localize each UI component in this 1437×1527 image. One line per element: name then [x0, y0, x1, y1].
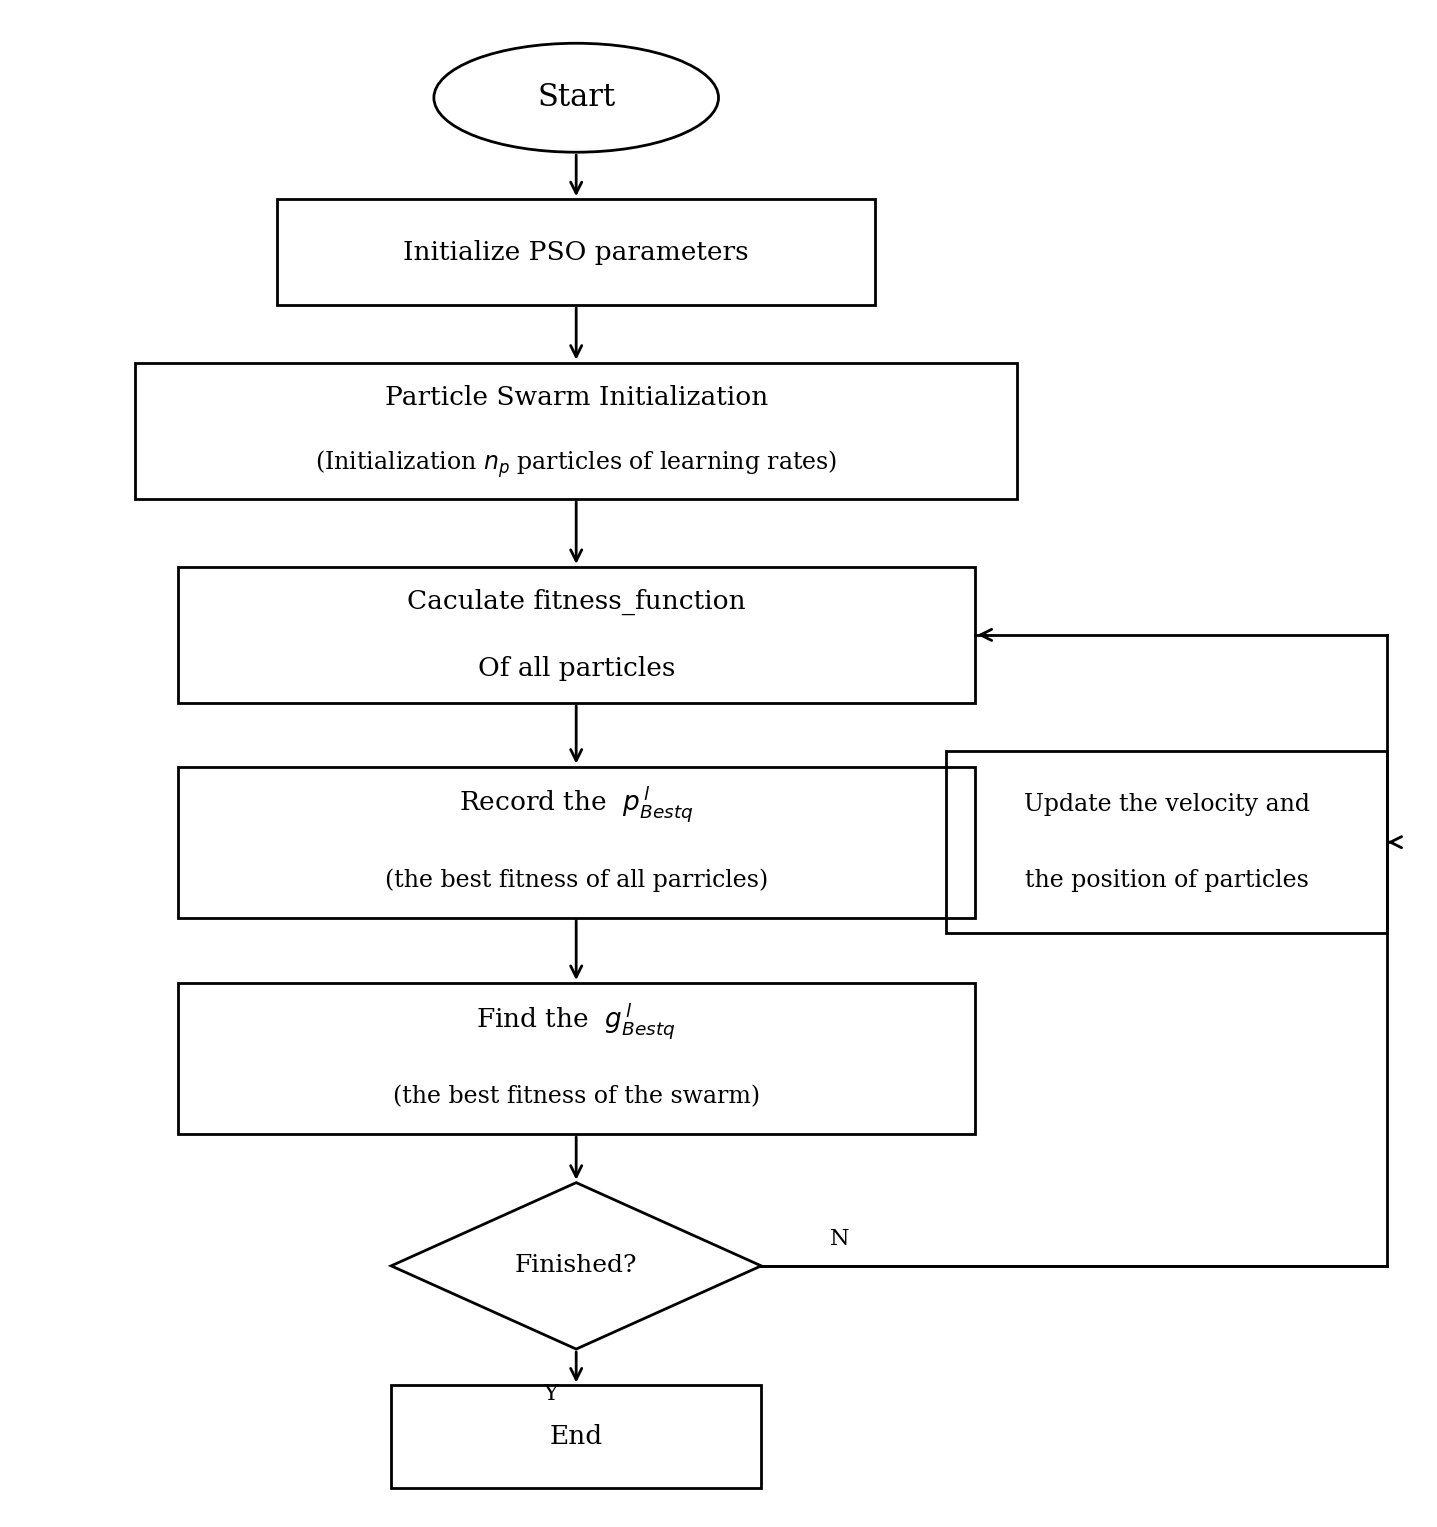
Text: Particle Swarm Initialization: Particle Swarm Initialization [385, 385, 767, 409]
Text: Update the velocity and: Update the velocity and [1023, 793, 1309, 815]
Text: N: N [829, 1228, 849, 1249]
Text: (the best fitness of all parricles): (the best fitness of all parricles) [385, 869, 767, 892]
Text: Of all particles: Of all particles [477, 655, 675, 681]
Text: (the best fitness of the swarm): (the best fitness of the swarm) [392, 1084, 760, 1109]
Text: Caculate fitness_function: Caculate fitness_function [407, 588, 746, 615]
Text: Y: Y [543, 1383, 558, 1405]
Text: the position of particles: the position of particles [1025, 869, 1309, 892]
Text: Initialize PSO parameters: Initialize PSO parameters [404, 240, 749, 264]
Text: Finished?: Finished? [514, 1254, 638, 1278]
Text: Find the  $g_{Bestq}^{\,l}$: Find the $g_{Bestq}^{\,l}$ [477, 1000, 675, 1040]
Text: Record the  $p_{Bestq}^{\,l}$: Record the $p_{Bestq}^{\,l}$ [458, 785, 694, 825]
Text: (Initialization $n_p$ particles of learning rates): (Initialization $n_p$ particles of learn… [315, 447, 838, 479]
Text: Start: Start [537, 82, 615, 113]
Text: End: End [549, 1425, 602, 1449]
